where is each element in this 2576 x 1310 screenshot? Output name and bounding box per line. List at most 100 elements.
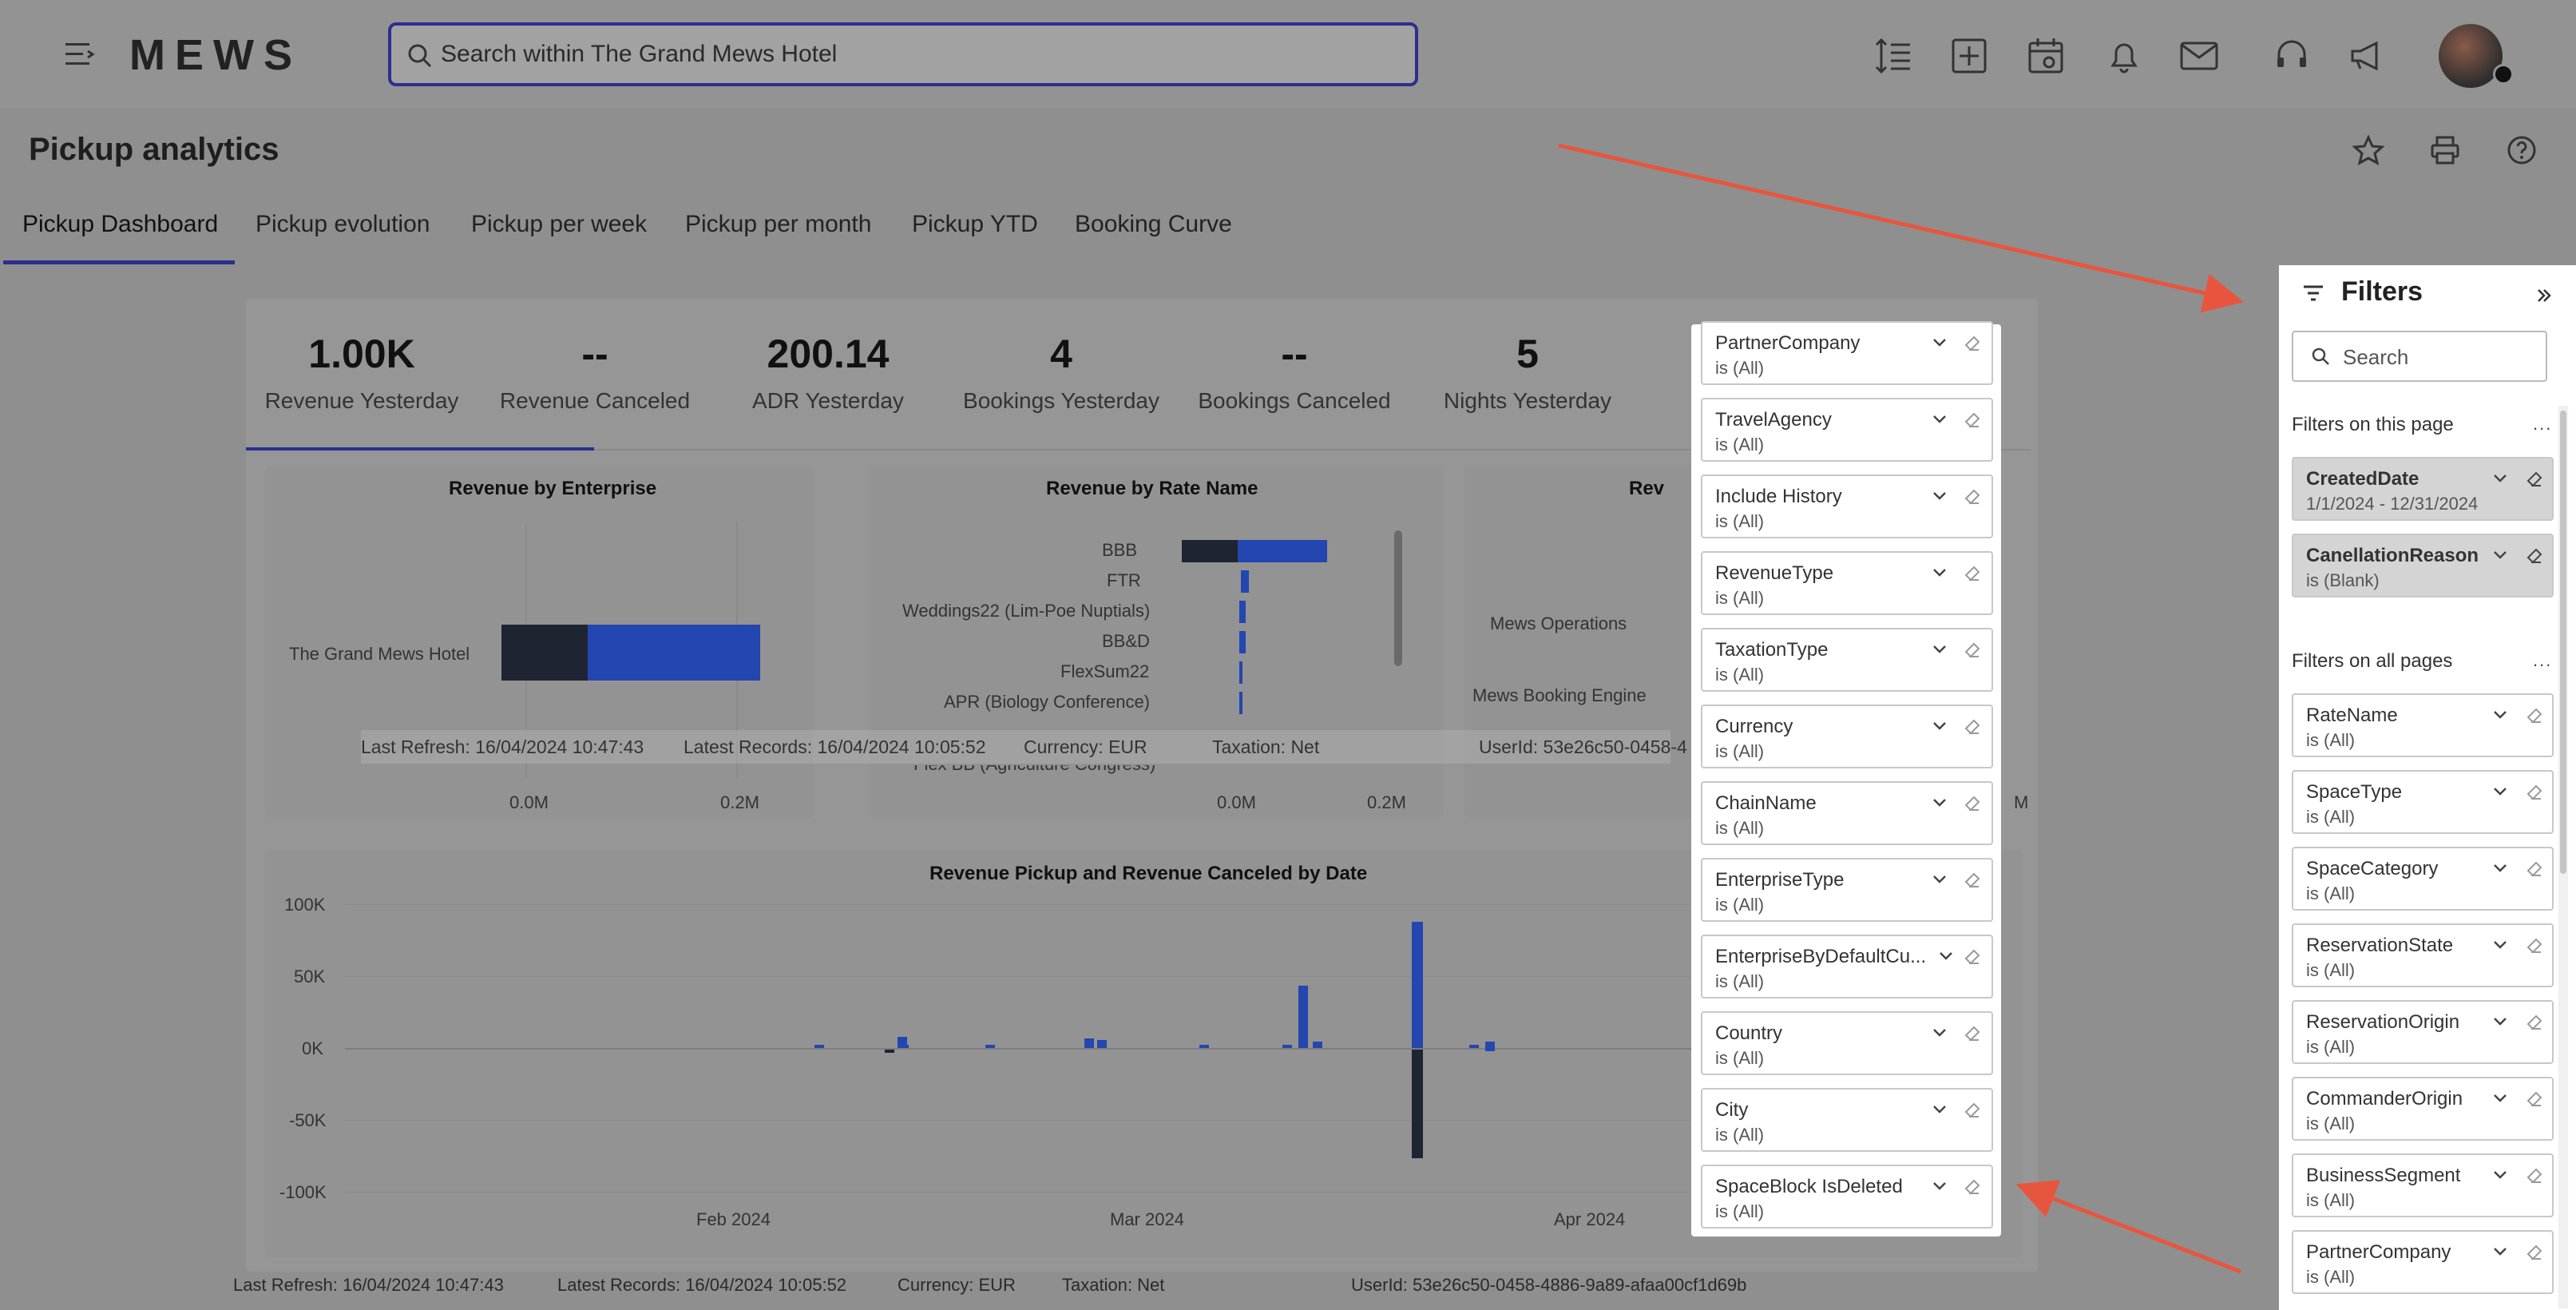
tab-pickup-per-week[interactable]: Pickup per week: [471, 211, 648, 237]
filter-card-currency[interactable]: Currency is (All): [1701, 705, 1993, 768]
chart-revenue-by-rate-name[interactable]: Revenue by Rate Name BBB FTR Weddings22 …: [869, 466, 1444, 818]
clear-filter-eraser-icon[interactable]: [1963, 1022, 1982, 1042]
clear-filter-eraser-icon[interactable]: [1963, 792, 1982, 812]
kpi-adr-yesterday[interactable]: 200.14 ADR Yesterday: [712, 331, 944, 414]
bar-canceled[interactable]: [1412, 1050, 1423, 1158]
filter-card-enterprisebydefaultcurrency[interactable]: EnterpriseByDefaultCu... is (All): [1701, 935, 1993, 998]
tab-pickup-evolution[interactable]: Pickup evolution: [256, 211, 430, 237]
chart-revenue-by-enterprise[interactable]: Revenue by Enterprise The Grand Mews Hot…: [265, 466, 813, 818]
clear-filter-eraser-icon[interactable]: [2525, 1165, 2544, 1184]
bar-revenue[interactable]: [588, 625, 760, 681]
filter-card-canellationreason[interactable]: CanellationReason is (Blank): [2292, 534, 2554, 597]
clear-filter-eraser-icon[interactable]: [2525, 1241, 2544, 1260]
clear-filter-eraser-icon[interactable]: [2525, 1088, 2544, 1107]
bar-pickup[interactable]: [1412, 922, 1423, 1048]
bar-pickup[interactable]: [985, 1045, 995, 1048]
collapse-pane-chevron-icon[interactable]: [2534, 286, 2554, 305]
chevron-down-icon[interactable]: [1931, 334, 1948, 351]
bar-pickup[interactable]: [1485, 1042, 1495, 1051]
bar-pickup[interactable]: [1282, 1045, 1292, 1048]
filter-card-chainname[interactable]: ChainName is (All): [1701, 781, 1993, 845]
clear-filter-eraser-icon[interactable]: [1963, 639, 1982, 658]
filter-card-reservationorigin[interactable]: ReservationOrigin is (All): [2292, 1000, 2554, 1064]
chevron-down-icon[interactable]: [2491, 1013, 2509, 1030]
announcements-megaphone-icon[interactable]: [2346, 35, 2388, 77]
chevron-down-icon[interactable]: [1931, 641, 1948, 658]
chevron-down-icon[interactable]: [1937, 947, 1955, 965]
chevron-down-icon[interactable]: [2491, 706, 2509, 724]
bar-revenue[interactable]: [1238, 540, 1327, 562]
bar-pickup[interactable]: [1097, 1040, 1107, 1048]
clear-filter-eraser-icon[interactable]: [1963, 1176, 1982, 1195]
clear-filter-eraser-icon[interactable]: [2525, 705, 2544, 724]
add-icon[interactable]: [1948, 35, 1990, 77]
more-options-button[interactable]: ...: [2533, 414, 2553, 434]
chevron-down-icon[interactable]: [2491, 936, 2509, 954]
filter-card-createddate[interactable]: CreatedDate 1/1/2024 - 12/31/2024: [2292, 457, 2554, 521]
filters-search-input[interactable]: [2343, 343, 2534, 371]
filter-card-businesssegment[interactable]: BusinessSegment is (All): [2292, 1153, 2554, 1217]
tab-booking-curve[interactable]: Booking Curve: [1075, 211, 1232, 237]
chevron-down-icon[interactable]: [2491, 1090, 2509, 1107]
bar-canceled[interactable]: [501, 625, 588, 681]
clear-filter-eraser-icon[interactable]: [1963, 716, 1982, 735]
filter-card-travelagency[interactable]: TravelAgency is (All): [1701, 398, 1993, 462]
filter-card-commanderorigin[interactable]: CommanderOrigin is (All): [2292, 1077, 2554, 1141]
hamburger-menu-icon[interactable]: [64, 40, 96, 69]
clear-filter-eraser-icon[interactable]: [2525, 781, 2544, 800]
chevron-down-icon[interactable]: [1931, 717, 1948, 735]
filter-list-dropdown[interactable]: PartnerCompany is (All) TravelAgency is …: [1691, 321, 2001, 1237]
bar-revenue[interactable]: [1241, 570, 1249, 593]
filter-card-partnercompany[interactable]: PartnerCompany is (All): [1701, 321, 1993, 385]
mail-icon[interactable]: [2178, 35, 2220, 77]
favorite-star-icon[interactable]: [2352, 134, 2384, 166]
chart-scrollbar[interactable]: [1394, 530, 1402, 666]
chevron-down-icon[interactable]: [1931, 1024, 1948, 1042]
clear-filter-eraser-icon[interactable]: [2525, 858, 2544, 877]
kpi-revenue-canceled[interactable]: -- Revenue Canceled: [479, 331, 711, 414]
clear-filter-eraser-icon[interactable]: [1963, 486, 1982, 505]
chevron-down-icon[interactable]: [2491, 859, 2509, 877]
global-search[interactable]: [388, 22, 1418, 86]
clear-filter-eraser-icon[interactable]: [1963, 332, 1982, 351]
chevron-down-icon[interactable]: [1931, 411, 1948, 428]
filter-card-city[interactable]: City is (All): [1701, 1088, 1993, 1152]
chevron-down-icon[interactable]: [2491, 783, 2509, 800]
clear-filter-eraser-icon[interactable]: [2525, 1011, 2544, 1030]
chart-revenue-by-source[interactable]: Rev Mews Operations Mews Booking Engine: [1464, 466, 1704, 818]
help-icon[interactable]: [2506, 134, 2538, 166]
kpi-nights-yesterday[interactable]: 5 Nights Yesterday: [1412, 331, 1643, 414]
chevron-down-icon[interactable]: [1931, 1177, 1948, 1195]
filter-card-enterprisetype[interactable]: EnterpriseType is (All): [1701, 858, 1993, 922]
mews-logo[interactable]: MEWS: [129, 31, 302, 79]
filter-card-country[interactable]: Country is (All): [1701, 1011, 1993, 1075]
chevron-down-icon[interactable]: [1931, 871, 1948, 888]
clear-filter-eraser-icon[interactable]: [1963, 1099, 1982, 1118]
filter-card-partnercompany-all[interactable]: PartnerCompany is (All): [2292, 1230, 2554, 1294]
bar-pickup[interactable]: [1084, 1038, 1094, 1048]
print-icon[interactable]: [2429, 134, 2461, 166]
bar-revenue[interactable]: [1239, 631, 1246, 653]
calendar-view-icon[interactable]: [2025, 35, 2067, 77]
bar-pickup[interactable]: [898, 1037, 907, 1048]
bar-pickup[interactable]: [1313, 1042, 1322, 1048]
bar-pickup[interactable]: [814, 1045, 824, 1048]
bar-canceled[interactable]: [1182, 540, 1238, 562]
clear-filter-eraser-icon[interactable]: [1963, 946, 1982, 965]
chevron-down-icon[interactable]: [1931, 1101, 1948, 1118]
chevron-down-icon[interactable]: [2491, 470, 2509, 487]
filters-pane-scrollbar[interactable]: [2558, 406, 2568, 1308]
notifications-bell-icon[interactable]: [2103, 35, 2145, 77]
support-headset-icon[interactable]: [2271, 35, 2312, 77]
clear-filter-eraser-icon[interactable]: [1963, 409, 1982, 428]
bar-pickup[interactable]: [1469, 1045, 1479, 1048]
filter-card-spacetype[interactable]: SpaceType is (All): [2292, 770, 2554, 834]
kpi-bookings-yesterday[interactable]: 4 Bookings Yesterday: [945, 331, 1177, 414]
filter-card-reservationstate[interactable]: ReservationState is (All): [2292, 923, 2554, 987]
filter-card-ratename[interactable]: RateName is (All): [2292, 693, 2554, 757]
chevron-down-icon[interactable]: [1931, 564, 1948, 582]
clear-filter-eraser-icon[interactable]: [2525, 468, 2544, 487]
tab-pickup-dashboard[interactable]: Pickup Dashboard: [22, 211, 219, 237]
chevron-down-icon[interactable]: [1931, 487, 1948, 505]
tab-pickup-ytd[interactable]: Pickup YTD: [912, 211, 1038, 237]
